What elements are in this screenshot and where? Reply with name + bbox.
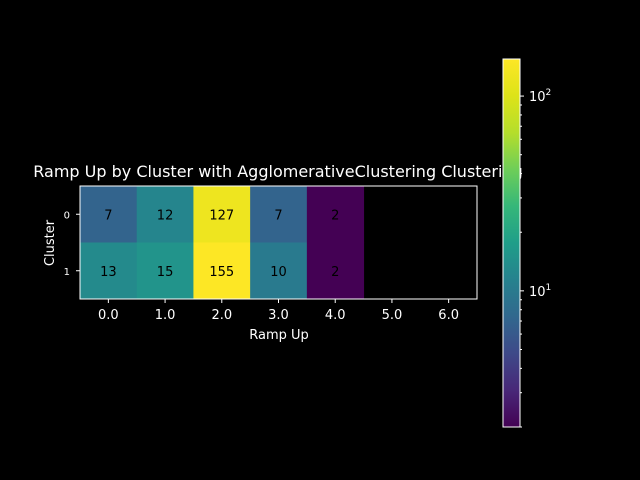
heatmap-cell [136,242,194,300]
cell-value-label: 13 [100,265,117,280]
chart-title: Ramp Up by Cluster with AgglomerativeClu… [33,162,522,181]
x-axis-ticks: 0.0 1.0 2.0 3.0 4.0 5.0 6.0 [98,299,459,323]
cell-value-label: 15 [157,265,174,280]
heatmap-cell [306,242,365,300]
x-tick-label: 5.0 [382,308,403,323]
heatmap-cell [306,186,365,243]
cell-value-label: 7 [104,208,112,223]
y-tick-label: 0 [64,210,70,221]
y-axis-ticks: 01 [64,210,80,278]
heatmap-cell [136,186,194,243]
x-tick-label: 1.0 [155,308,176,323]
cell-value-label: 2 [331,208,339,223]
cell-value-label: 7 [274,208,282,223]
cell-value-label: 10 [270,265,287,280]
x-tick-label: 2.0 [211,308,232,323]
y-tick-label: 1 [64,267,70,278]
x-tick-label: 3.0 [268,308,289,323]
x-tick-label: 4.0 [325,308,346,323]
heatmap-cell [80,242,138,300]
cell-value-label: 2 [331,265,339,280]
colorbar-tick-label: 102 [529,88,551,105]
heatmap-cell-labels: 7 12 127 7 2 13 15 155 10 2 [100,208,339,280]
heatmap-cell [80,186,138,243]
x-axis-label: Ramp Up [249,328,309,343]
x-tick-label: 6.0 [438,308,459,323]
heatmap-cell [250,242,308,300]
colorbar-tick-label: 101 [529,283,551,300]
cell-value-label: 127 [209,208,234,223]
colorbar [502,58,521,428]
x-tick-label: 0.0 [98,308,119,323]
heatmap-cells [80,186,365,300]
cell-value-label: 155 [209,265,234,280]
heatmap-cell [250,186,308,243]
y-axis-label: Cluster [43,219,58,266]
heatmap-cell [193,186,251,243]
colorbar-ticks: 101 102 [520,88,551,428]
cell-value-label: 12 [157,208,174,223]
heatmap-cell [193,242,251,300]
